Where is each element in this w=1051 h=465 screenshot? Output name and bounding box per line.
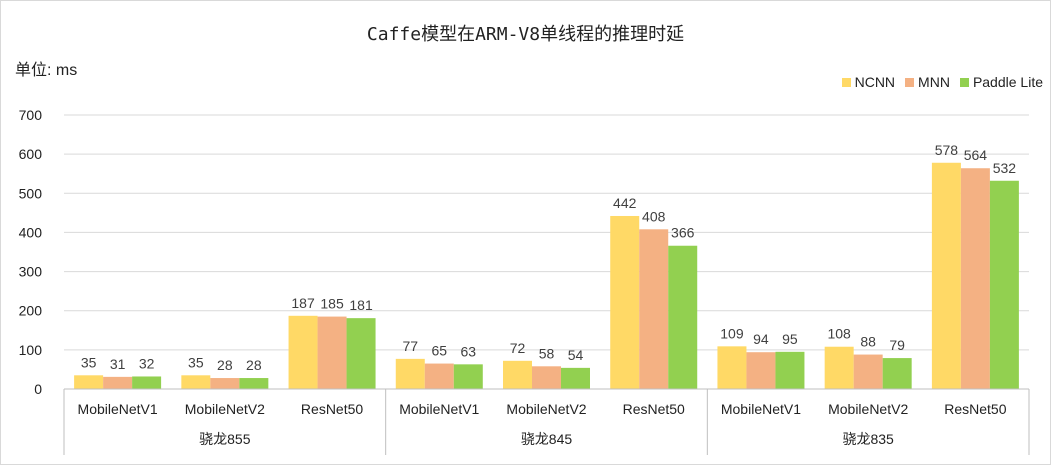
- category-label: ResNet50: [301, 401, 363, 417]
- data-label: 366: [671, 225, 695, 241]
- bar: [346, 318, 376, 389]
- category-label: ResNet50: [623, 401, 685, 417]
- bar: [181, 375, 211, 389]
- data-label: 408: [642, 208, 666, 224]
- category-label: MobileNetV2: [185, 401, 265, 417]
- data-label: 187: [291, 295, 315, 311]
- data-label: 77: [402, 338, 418, 354]
- data-label: 95: [782, 331, 798, 347]
- data-label: 58: [539, 345, 555, 361]
- unit-label: 单位: ms: [15, 62, 78, 79]
- bar: [103, 376, 133, 389]
- bar: [532, 366, 561, 389]
- legend-label-mnn: MNN: [918, 74, 950, 90]
- data-label: 31: [110, 356, 126, 372]
- y-tick-label: 700: [19, 107, 43, 123]
- y-tick-label: 500: [19, 185, 43, 201]
- bar: [239, 378, 269, 389]
- legend: NCNN MNN Paddle Lite: [832, 74, 1043, 90]
- bar: [561, 367, 590, 389]
- category-label: MobileNetV2: [828, 401, 908, 417]
- bar: [395, 358, 425, 389]
- data-label: 65: [431, 343, 447, 359]
- bar: [639, 229, 669, 389]
- data-label: 108: [827, 326, 851, 342]
- y-tick-label: 600: [19, 146, 43, 162]
- category-label: MobileNetV1: [78, 401, 158, 417]
- bar: [989, 180, 1019, 389]
- bar: [424, 363, 454, 389]
- data-label: 185: [320, 296, 344, 312]
- data-label: 94: [753, 331, 769, 347]
- bar: [882, 358, 912, 389]
- bar: [610, 215, 640, 389]
- legend-label-ncnn: NCNN: [854, 74, 896, 90]
- legend-label-paddle-lite: Paddle Lite: [972, 74, 1043, 90]
- group-label: 骁龙845: [521, 431, 573, 447]
- data-label: 72: [510, 340, 526, 356]
- data-label: 109: [720, 325, 744, 341]
- bar: [74, 375, 104, 389]
- legend-item-paddle-lite: Paddle Lite: [959, 74, 1043, 90]
- bar: [453, 364, 483, 389]
- data-label: 181: [349, 297, 373, 313]
- data-label: 28: [246, 357, 262, 373]
- data-label: 35: [188, 354, 204, 370]
- category-label: MobileNetV2: [506, 401, 586, 417]
- legend-swatch-paddle-lite: [959, 77, 969, 87]
- data-label: 532: [993, 160, 1017, 176]
- category-label: MobileNetV1: [721, 401, 801, 417]
- bar: [717, 346, 747, 389]
- bar: [775, 351, 805, 389]
- data-label: 79: [889, 337, 905, 353]
- data-label: 32: [139, 355, 155, 371]
- data-label: 54: [568, 347, 584, 363]
- data-label: 88: [860, 334, 876, 350]
- legend-swatch-ncnn: [841, 77, 851, 87]
- bar: [210, 378, 240, 389]
- data-label: 442: [613, 195, 637, 211]
- bar: [931, 162, 961, 389]
- bar: [960, 168, 990, 389]
- bar: [824, 346, 854, 389]
- legend-item-ncnn: NCNN: [841, 74, 896, 90]
- y-tick-label: 200: [19, 303, 43, 319]
- group-label: 骁龙855: [199, 431, 251, 447]
- data-label: 63: [460, 343, 476, 359]
- bar: [132, 376, 162, 389]
- category-label: MobileNetV1: [399, 401, 479, 417]
- data-label: 564: [964, 147, 988, 163]
- y-tick-label: 300: [19, 264, 43, 280]
- chart-title: Caffe模型在ARM-V8单线程的推理时延: [366, 24, 685, 45]
- bar: [503, 360, 532, 389]
- bar: [746, 352, 776, 389]
- legend-item-mnn: MNN: [905, 74, 950, 90]
- bar: [853, 354, 883, 389]
- y-tick-label: 100: [19, 342, 43, 358]
- category-label: ResNet50: [944, 401, 1006, 417]
- bar: [668, 245, 698, 389]
- data-label: 578: [935, 142, 959, 158]
- bar: [317, 316, 347, 389]
- y-tick-label: 0: [34, 381, 42, 397]
- data-label: 35: [81, 354, 97, 370]
- bar: [288, 315, 318, 389]
- group-label: 骁龙835: [842, 431, 894, 447]
- data-label: 28: [217, 357, 233, 373]
- y-tick-label: 400: [19, 224, 43, 240]
- legend-swatch-mnn: [905, 77, 915, 87]
